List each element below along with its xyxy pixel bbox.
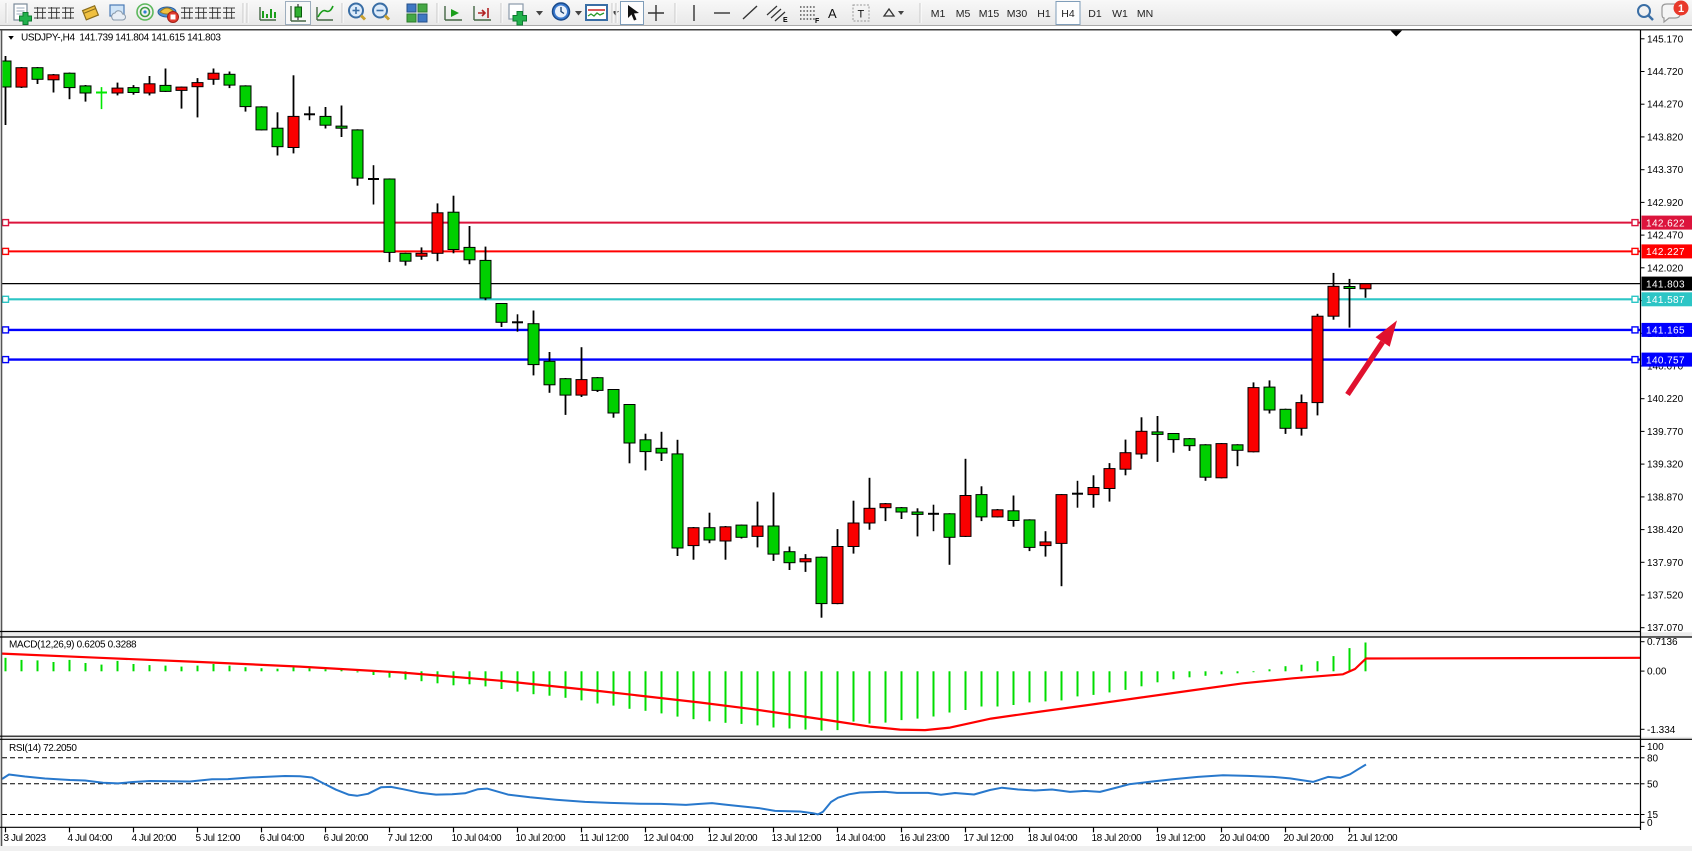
- svg-text:50: 50: [1647, 779, 1659, 790]
- svg-text:F: F: [815, 18, 820, 25]
- svg-text:12 Jul 04:00: 12 Jul 04:00: [644, 833, 695, 844]
- svg-text:W1: W1: [1112, 8, 1128, 20]
- svg-text:139.770: 139.770: [1647, 427, 1684, 438]
- svg-text:18 Jul 04:00: 18 Jul 04:00: [1028, 833, 1079, 844]
- svg-text:6 Jul 20:00: 6 Jul 20:00: [324, 833, 369, 844]
- svg-text:137.520: 137.520: [1647, 591, 1684, 602]
- svg-text:H4: H4: [1061, 8, 1075, 20]
- svg-text:4 Jul 04:00: 4 Jul 04:00: [68, 833, 113, 844]
- svg-text:80: 80: [1647, 753, 1659, 764]
- svg-text:MN: MN: [1137, 8, 1153, 20]
- svg-text:143.820: 143.820: [1647, 132, 1684, 143]
- svg-text:137.070: 137.070: [1647, 623, 1684, 634]
- svg-text:140.670: 140.670: [1647, 362, 1684, 373]
- svg-text:0.00: 0.00: [1647, 667, 1667, 678]
- svg-text:USDJPY-,H4 141.739 141.804 14: USDJPY-,H4 141.739 141.804 141.615 141.8…: [21, 33, 221, 44]
- svg-text:138.870: 138.870: [1647, 492, 1684, 503]
- svg-text:20 Jul 20:00: 20 Jul 20:00: [1284, 833, 1335, 844]
- svg-text:144.270: 144.270: [1647, 100, 1684, 111]
- svg-text:T: T: [858, 9, 865, 21]
- svg-text:H1: H1: [1037, 8, 1051, 20]
- svg-text:M30: M30: [1007, 8, 1028, 20]
- svg-text:5 Jul 12:00: 5 Jul 12:00: [196, 833, 241, 844]
- svg-text:137.970: 137.970: [1647, 558, 1684, 569]
- svg-text:E: E: [783, 17, 788, 24]
- svg-text:D1: D1: [1088, 8, 1102, 20]
- svg-text:0: 0: [1647, 818, 1653, 829]
- svg-text:14 Jul 04:00: 14 Jul 04:00: [836, 833, 887, 844]
- svg-text:11 Jul 12:00: 11 Jul 12:00: [580, 833, 630, 844]
- svg-text:142.020: 142.020: [1647, 263, 1684, 274]
- svg-text:18 Jul 20:00: 18 Jul 20:00: [1092, 833, 1143, 844]
- svg-text:142.622: 142.622: [1646, 218, 1685, 229]
- svg-text:143.370: 143.370: [1647, 165, 1684, 176]
- svg-text:141.165: 141.165: [1646, 326, 1685, 337]
- svg-text:140.757: 140.757: [1646, 355, 1685, 366]
- svg-text:7 Jul 12:00: 7 Jul 12:00: [388, 833, 433, 844]
- svg-text:140.220: 140.220: [1647, 394, 1684, 405]
- svg-text:145.170: 145.170: [1647, 34, 1684, 45]
- svg-text:139.320: 139.320: [1647, 460, 1684, 471]
- svg-text:20 Jul 04:00: 20 Jul 04:00: [1220, 833, 1271, 844]
- svg-text:M1: M1: [931, 8, 946, 20]
- svg-text:M15: M15: [979, 8, 1000, 20]
- svg-text:100: 100: [1647, 742, 1664, 753]
- svg-text:142.227: 142.227: [1646, 247, 1685, 258]
- svg-text:4 Jul 20:00: 4 Jul 20:00: [132, 833, 177, 844]
- svg-text:144.720: 144.720: [1647, 67, 1684, 78]
- svg-text:141.587: 141.587: [1646, 295, 1685, 306]
- svg-text:0.7136: 0.7136: [1647, 637, 1678, 648]
- svg-text:10 Jul 20:00: 10 Jul 20:00: [516, 833, 567, 844]
- svg-text:141.803: 141.803: [1646, 279, 1685, 290]
- svg-text:16 Jul 23:00: 16 Jul 23:00: [900, 833, 951, 844]
- svg-text:21 Jul 12:00: 21 Jul 12:00: [1348, 833, 1399, 844]
- svg-text:12 Jul 20:00: 12 Jul 20:00: [708, 833, 759, 844]
- svg-text:17 Jul 12:00: 17 Jul 12:00: [964, 833, 1015, 844]
- svg-text:A: A: [828, 6, 837, 21]
- svg-text:10 Jul 04:00: 10 Jul 04:00: [452, 833, 503, 844]
- svg-text:19 Jul 12:00: 19 Jul 12:00: [1156, 833, 1207, 844]
- svg-text:6 Jul 04:00: 6 Jul 04:00: [260, 833, 305, 844]
- svg-text:138.420: 138.420: [1647, 525, 1684, 536]
- svg-text:MACD(12,26,9) 0.6205 0.3288: MACD(12,26,9) 0.6205 0.3288: [9, 640, 137, 651]
- svg-text:142.920: 142.920: [1647, 198, 1684, 209]
- svg-text:3 Jul 2023: 3 Jul 2023: [4, 833, 47, 844]
- svg-text:13 Jul 12:00: 13 Jul 12:00: [772, 833, 823, 844]
- svg-text:RSI(14) 72.2050: RSI(14) 72.2050: [9, 743, 77, 754]
- svg-text:15: 15: [1647, 810, 1659, 821]
- svg-text:-1.334: -1.334: [1647, 725, 1676, 736]
- svg-text:1: 1: [1678, 3, 1684, 15]
- svg-text:142.470: 142.470: [1647, 231, 1684, 242]
- svg-text:M5: M5: [956, 8, 971, 20]
